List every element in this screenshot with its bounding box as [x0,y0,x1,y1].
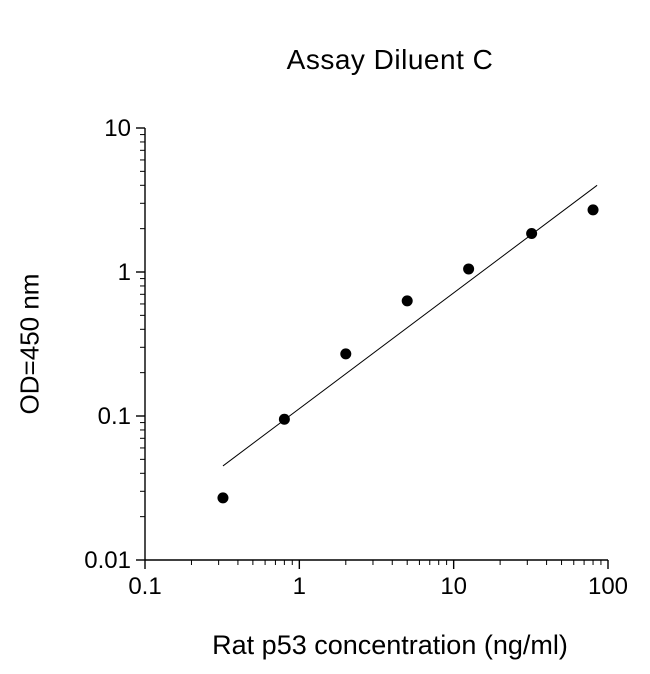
data-point [278,413,290,425]
y-tick-label: 10 [104,115,131,142]
data-point [340,348,352,360]
chart-title: Assay Diluent C [286,44,494,75]
x-tick-label: 10 [440,573,467,600]
y-tick-label: 0.01 [84,547,131,574]
x-tick-label: 0.1 [128,573,161,600]
x-axis-label: Rat p53 concentration (ng/ml) [212,630,568,660]
data-point [217,492,229,504]
data-point [463,263,475,275]
data-point [526,228,538,240]
data-point [587,204,599,216]
x-tick-label: 1 [293,573,306,600]
data-point [401,295,413,307]
x-tick-label: 100 [588,573,628,600]
y-tick-label: 1 [118,259,131,286]
fit-line [222,184,598,467]
y-tick-label: 0.1 [98,403,131,430]
